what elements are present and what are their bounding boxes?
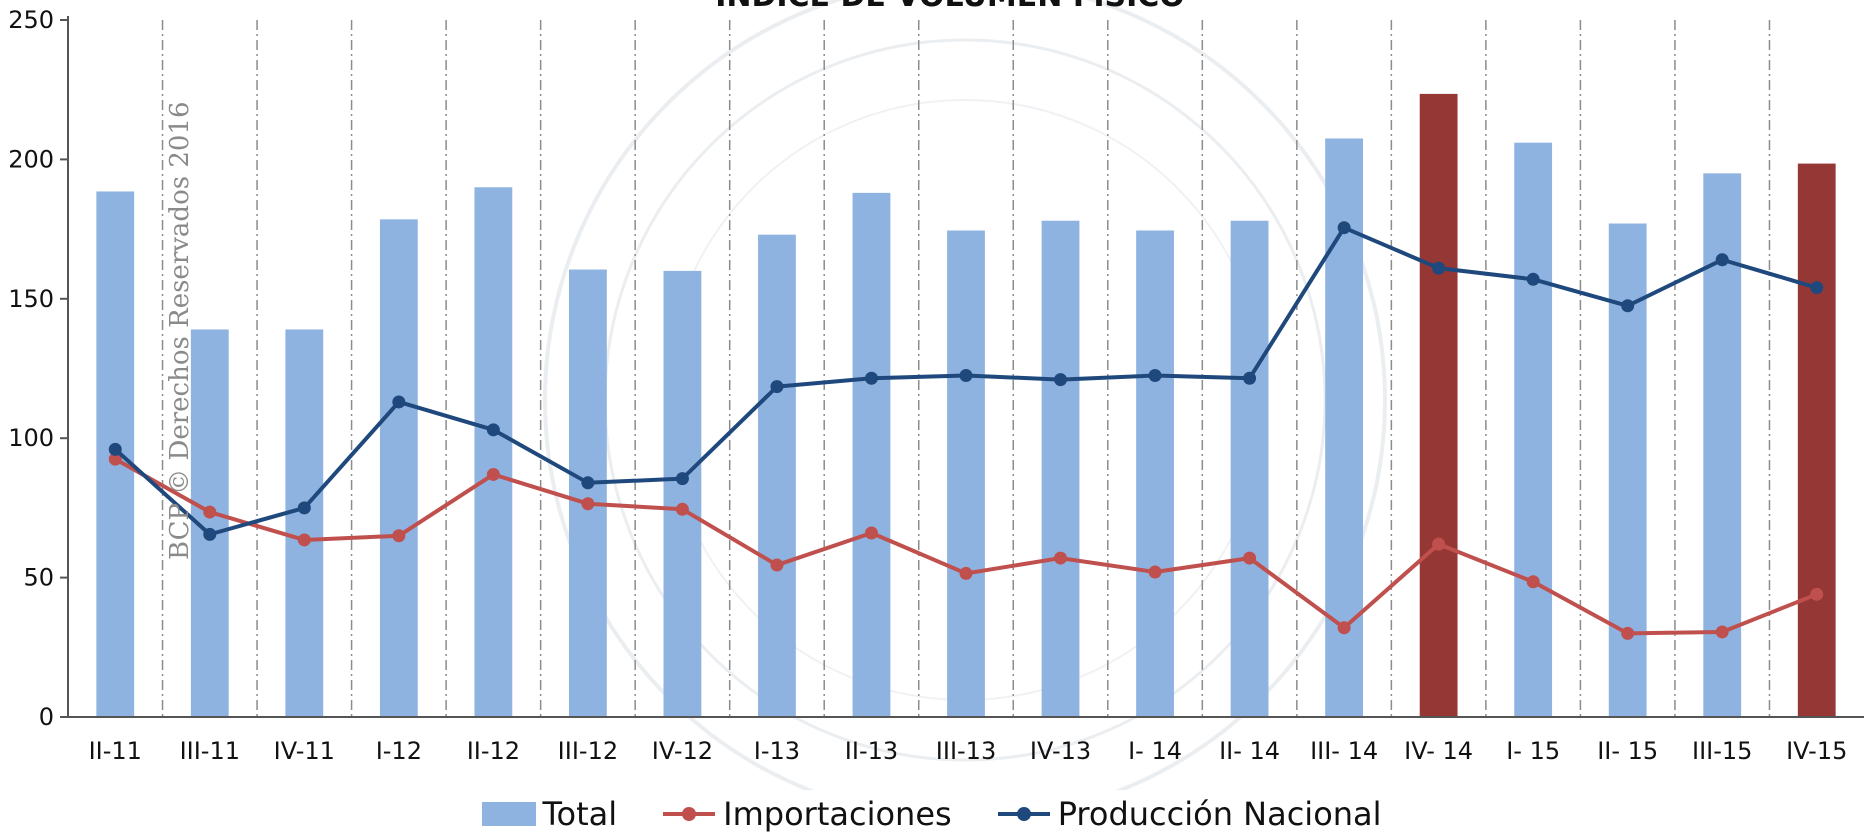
legend-marker <box>1017 807 1031 821</box>
bar-8 <box>758 235 796 717</box>
point-produccion-nacional <box>1810 281 1823 294</box>
legend-swatch-total <box>482 802 536 826</box>
point-produccion-nacional <box>960 369 973 382</box>
y-tick-label: 0 <box>39 703 54 731</box>
bar-10 <box>947 230 985 717</box>
x-tick-label: III-13 <box>936 737 996 765</box>
bar-6 <box>569 270 607 717</box>
y-tick-label: 250 <box>8 6 54 34</box>
y-tick-label: 150 <box>8 285 54 313</box>
x-tick-label: II-13 <box>845 737 898 765</box>
point-produccion-nacional <box>1621 299 1634 312</box>
y-tick-label: 200 <box>8 145 54 173</box>
x-tick-label: II- 14 <box>1219 737 1280 765</box>
x-tick-label: I-12 <box>376 737 422 765</box>
point-produccion-nacional <box>298 501 311 514</box>
bar-9 <box>853 193 891 717</box>
legend: Total Importaciones Producción Nacional <box>0 795 1864 833</box>
x-axis-ticks: II-11 III-11 IV-11 I-12 II-12 III-12 IV-12 I-13… <box>89 737 1848 765</box>
x-tick-label: I-13 <box>754 737 800 765</box>
legend-swatch-importaciones <box>661 804 717 824</box>
legend-item-importaciones: Importaciones <box>661 795 952 833</box>
x-tick-label: III-11 <box>180 737 240 765</box>
point-produccion-nacional <box>1338 221 1351 234</box>
point-importaciones <box>865 526 878 539</box>
legend-label-importaciones: Importaciones <box>723 795 952 833</box>
point-importaciones <box>1621 627 1634 640</box>
point-produccion-nacional <box>1243 372 1256 385</box>
point-importaciones <box>1149 566 1162 579</box>
x-tick-label: IV-12 <box>652 737 713 765</box>
x-tick-label: II- 15 <box>1597 737 1658 765</box>
bar-5 <box>474 187 512 717</box>
x-tick-label: II-11 <box>89 737 142 765</box>
bar-series-total <box>96 94 1835 717</box>
point-produccion-nacional <box>1716 253 1729 266</box>
bar-12 <box>1136 230 1174 717</box>
point-importaciones <box>487 468 500 481</box>
point-produccion-nacional <box>1054 373 1067 386</box>
point-importaciones <box>1527 575 1540 588</box>
point-produccion-nacional <box>865 372 878 385</box>
point-importaciones <box>298 533 311 546</box>
x-tick-label: III-15 <box>1692 737 1752 765</box>
point-produccion-nacional <box>770 380 783 393</box>
point-importaciones <box>203 506 216 519</box>
point-produccion-nacional <box>109 443 122 456</box>
bar-15 <box>1420 94 1458 717</box>
point-importaciones <box>1054 552 1067 565</box>
legend-item-total: Total <box>482 795 617 833</box>
bar-16 <box>1514 143 1552 717</box>
x-tick-label: I- 15 <box>1506 737 1560 765</box>
point-produccion-nacional <box>1432 262 1445 275</box>
x-tick-label: IV-11 <box>274 737 335 765</box>
bar-11 <box>1042 221 1080 717</box>
x-tick-label: III- 14 <box>1310 737 1378 765</box>
point-produccion-nacional <box>676 472 689 485</box>
x-tick-label: I- 14 <box>1128 737 1182 765</box>
bar-4 <box>380 219 418 717</box>
bar-7 <box>664 271 702 717</box>
legend-label-produccion-nacional: Producción Nacional <box>1058 795 1382 833</box>
chart: ÍNDICE DE VOLUMEN FÍSICO 0 50 100 150 200 250… <box>0 0 1864 790</box>
point-produccion-nacional <box>581 476 594 489</box>
point-importaciones <box>1432 538 1445 551</box>
point-importaciones <box>1716 625 1729 638</box>
y-axis-ticks: 0 50 100 150 200 250 <box>8 6 68 731</box>
x-tick-label: IV- 14 <box>1404 737 1473 765</box>
x-tick-label: IV-15 <box>1786 737 1847 765</box>
chart-title: ÍNDICE DE VOLUMEN FÍSICO <box>715 0 1185 14</box>
point-produccion-nacional <box>1527 273 1540 286</box>
y-tick-label: 50 <box>23 564 54 592</box>
point-produccion-nacional <box>487 423 500 436</box>
point-importaciones <box>770 559 783 572</box>
x-tick-label: III-12 <box>558 737 618 765</box>
copyright-watermark: BCP © Derechos Reservados 2016 <box>165 101 195 560</box>
point-produccion-nacional <box>392 395 405 408</box>
bar-3 <box>285 329 323 717</box>
point-importaciones <box>392 529 405 542</box>
point-importaciones <box>1810 588 1823 601</box>
point-produccion-nacional <box>203 528 216 541</box>
point-importaciones <box>676 503 689 516</box>
legend-marker <box>682 807 696 821</box>
y-tick-label: 100 <box>8 424 54 452</box>
x-tick-label: IV-13 <box>1030 737 1091 765</box>
bar-13 <box>1231 221 1269 717</box>
point-importaciones <box>581 497 594 510</box>
legend-label-total: Total <box>542 795 617 833</box>
point-importaciones <box>1338 621 1351 634</box>
legend-swatch-produccion-nacional <box>996 804 1052 824</box>
bar-19 <box>1798 164 1836 717</box>
x-tick-label: II-12 <box>467 737 520 765</box>
point-importaciones <box>1243 552 1256 565</box>
legend-item-produccion-nacional: Producción Nacional <box>996 795 1382 833</box>
point-importaciones <box>960 567 973 580</box>
point-produccion-nacional <box>1149 369 1162 382</box>
